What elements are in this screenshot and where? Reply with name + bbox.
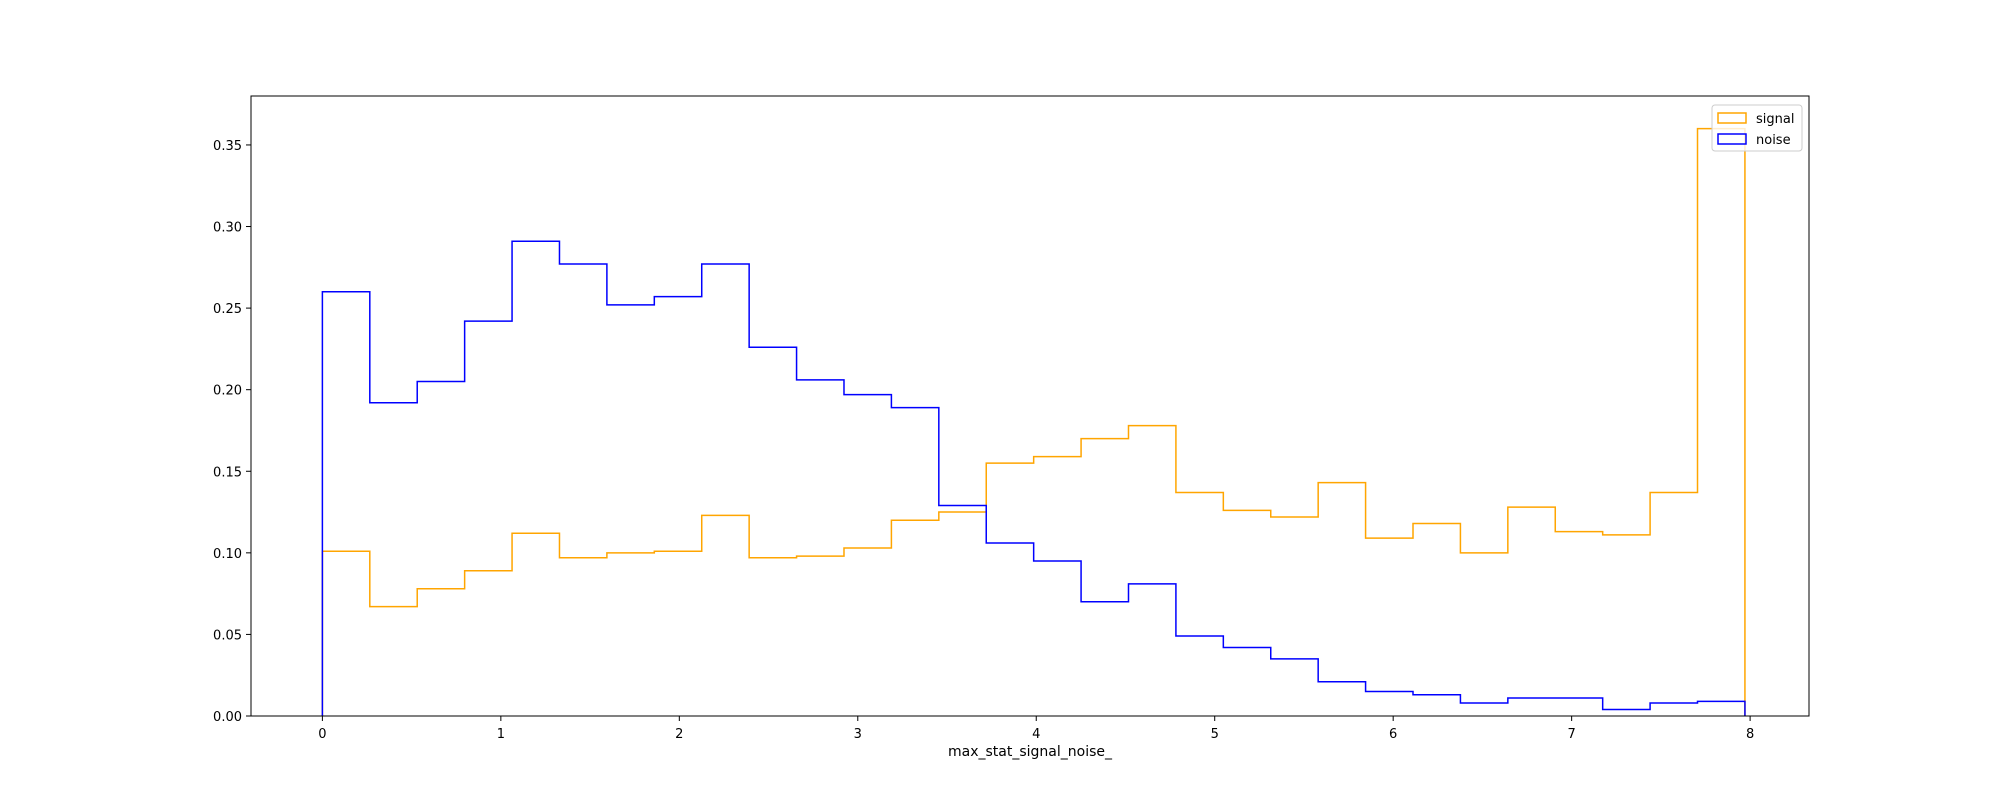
x-tick-label-4: 4	[1032, 727, 1040, 742]
x-tick-label-5: 5	[1211, 727, 1219, 742]
x-tick-label-2: 2	[675, 727, 683, 742]
x-tick-label-1: 1	[497, 727, 505, 742]
x-axis-label: max_stat_signal_noise_	[948, 744, 1113, 760]
y-tick-label-2: 0.10	[213, 547, 242, 562]
x-tick-label-7: 7	[1568, 727, 1576, 742]
y-tick-label-6: 0.30	[213, 221, 242, 236]
legend-swatch-signal	[1717, 112, 1747, 124]
y-tick-label-7: 0.35	[213, 139, 242, 154]
x-tick-label-0: 0	[318, 727, 326, 742]
series-layer	[321, 127, 1746, 716]
x-tick-label-6: 6	[1389, 727, 1397, 742]
y-tick-label-0: 0.00	[213, 710, 242, 725]
series-noise	[321, 240, 1746, 716]
legend-box	[1711, 104, 1803, 152]
y-tick-label-3: 0.15	[213, 465, 242, 480]
legend-label-noise: noise	[1756, 133, 1791, 148]
x-tick-label-8: 8	[1746, 727, 1754, 742]
histogram-step-signal	[321, 127, 1746, 716]
histogram-step-noise	[321, 240, 1746, 716]
y-tick-label-4: 0.20	[213, 384, 242, 399]
legend-label-signal: signal	[1756, 112, 1794, 127]
series-signal	[321, 127, 1746, 716]
legend-swatch-noise	[1717, 133, 1747, 145]
legend: signal noise	[1711, 104, 1803, 152]
y-axis: 0.00 0.05 0.10 0.15 0.20 0.25 0.30 0.35	[213, 139, 251, 725]
y-tick-label-5: 0.25	[213, 302, 242, 317]
x-axis: 0 1 2 3 4 5 6 7 8	[318, 716, 1754, 742]
axes-frame	[250, 95, 1810, 717]
y-tick-label-1: 0.05	[213, 628, 242, 643]
x-tick-label-3: 3	[854, 727, 862, 742]
